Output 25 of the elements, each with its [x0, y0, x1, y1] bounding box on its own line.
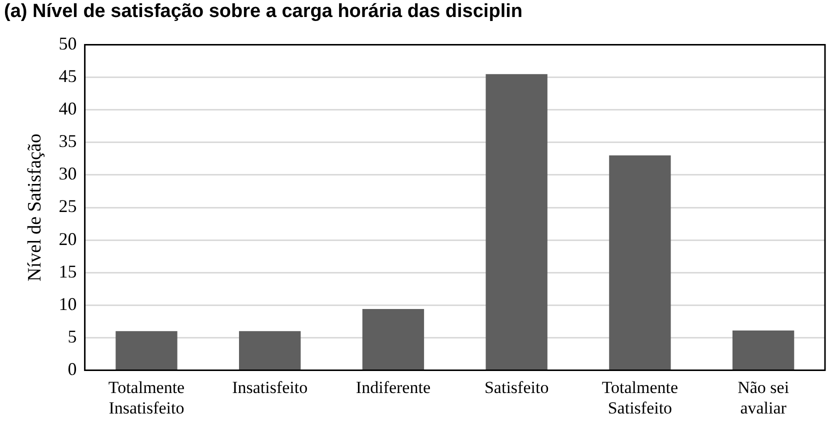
y-tick-label: 35	[58, 131, 77, 152]
y-tick-label: 15	[58, 261, 77, 282]
bar	[116, 331, 178, 370]
y-tick-label: 45	[58, 66, 77, 86]
y-tick-label: 40	[58, 98, 77, 119]
bar	[609, 155, 671, 370]
x-tick-label: Indiferente	[356, 378, 431, 397]
x-tick-label: Totalmente Insatisfeito	[108, 378, 185, 418]
y-tick-label: 20	[58, 228, 77, 249]
x-tick-label: Insatisfeito	[232, 378, 308, 397]
x-tick-label: Não sei avaliar	[738, 378, 790, 418]
y-tick-label: 5	[68, 326, 77, 346]
y-tick-label: 10	[58, 294, 77, 314]
bar	[362, 309, 424, 370]
chart-title: (a) Nível de satisfação sobre a carga horária das disciplin	[3, 0, 524, 24]
x-tick-label: Satisfeito	[484, 378, 549, 397]
bar	[486, 74, 548, 370]
y-tick-label: 25	[58, 196, 77, 216]
bar	[732, 330, 794, 370]
bar	[239, 331, 301, 370]
y-tick-label: 0	[68, 358, 77, 379]
y-axis-title: Nível de Satisfação	[24, 134, 46, 282]
y-tick-label: 30	[58, 164, 77, 184]
x-tick-label: Totalmente Satisfeito	[602, 378, 678, 418]
y-tick-label: 50	[58, 34, 77, 54]
